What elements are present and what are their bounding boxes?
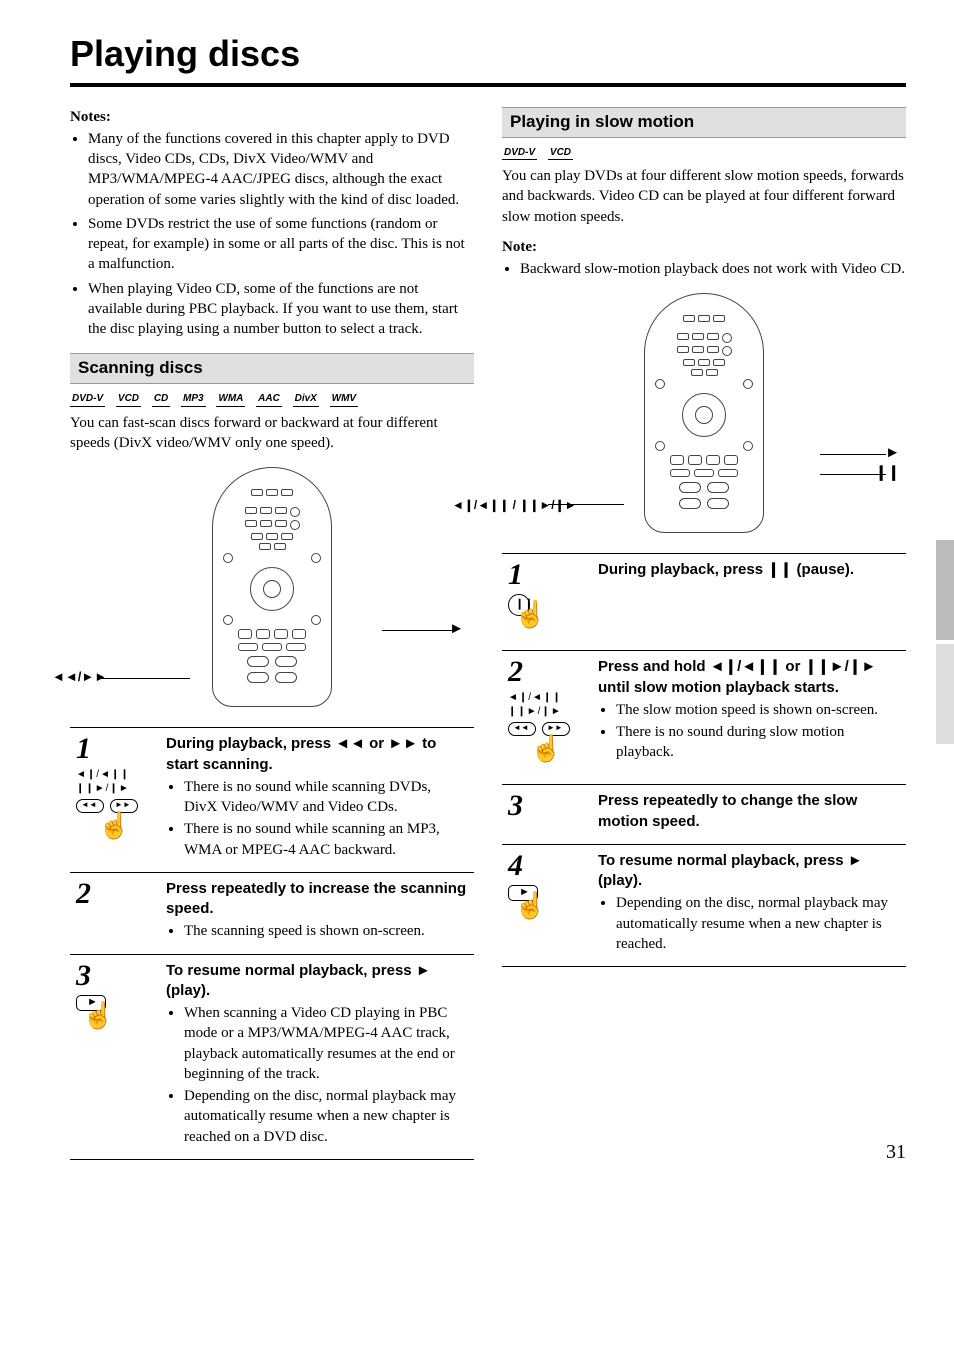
step-row: 2 ◄❙/◄❙❙ ❙❙►/❙► ☝ Press and hold ◄❙/◄❙❙ … <box>502 650 906 784</box>
play-button-icon: ► ☝ <box>76 995 122 1041</box>
format-badges: DVD-V VCD CD MP3 WMA AAC DivX WMV <box>70 392 474 407</box>
remote-callout-play: ► <box>449 619 464 639</box>
step-sym-label: ◄❙/◄❙❙ ❙❙►/❙► <box>76 768 166 795</box>
edge-tab <box>936 540 954 640</box>
step-number: 1 <box>508 560 598 590</box>
hand-press-icon: ☝ <box>92 805 138 851</box>
format-badge: DivX <box>293 392 319 407</box>
step-row: 4 ► ☝ To resume normal playback, press ►… <box>502 844 906 966</box>
slow-note-list: Backward slow-motion playback does not w… <box>502 259 906 279</box>
format-badge: CD <box>152 392 170 407</box>
remote-diagram: ◄◄/►► ► <box>70 467 474 707</box>
edge-tab <box>936 644 954 744</box>
step-lead: Press and hold ◄❙/◄❙❙ or ❙❙►/❙► until sl… <box>598 657 900 698</box>
hand-press-icon: ☝ <box>524 728 570 774</box>
play-button-icon: ► ☝ <box>508 885 554 931</box>
format-badge: MP3 <box>181 392 206 407</box>
right-column: Playing in slow motion DVD-V VCD You can… <box>502 107 906 1160</box>
format-badge: DVD-V <box>502 146 537 161</box>
page-edge-tabs <box>936 540 954 744</box>
note-item: When playing Video CD, some of the funct… <box>88 279 474 340</box>
step-number: 4 <box>508 851 598 881</box>
format-badge: DVD-V <box>70 392 105 407</box>
step-bullet: There is no sound while scanning DVDs, D… <box>184 777 468 818</box>
format-badges: DVD-V VCD <box>502 146 906 161</box>
step-sym-label: ◄❙/◄❙❙ ❙❙►/❙► <box>508 691 598 718</box>
step-bullet: The scanning speed is shown on-screen. <box>184 921 468 941</box>
slow-note-head: Note: <box>502 237 906 257</box>
format-badge: WMV <box>330 392 358 407</box>
step-row: 3 ► ☝ To resume normal playback, press ►… <box>70 954 474 1159</box>
notes-heading: Notes: <box>70 107 474 127</box>
format-badge: VCD <box>116 392 141 407</box>
slowmotion-heading: Playing in slow motion <box>502 107 906 138</box>
step-bullet: There is no sound during slow motion pla… <box>616 722 900 763</box>
scanning-steps: 1 ◄❙/◄❙❙ ❙❙►/❙► ☝ During playback, press… <box>70 727 474 1160</box>
step-row: 1 ◄❙/◄❙❙ ❙❙►/❙► ☝ During playback, press… <box>70 728 474 872</box>
step-number: 3 <box>76 961 166 991</box>
slow-note-item: Backward slow-motion playback does not w… <box>520 259 906 279</box>
step-lead: To resume normal playback, press ► (play… <box>598 851 900 892</box>
step-number: 3 <box>508 791 598 821</box>
left-column: Notes: Many of the functions covered in … <box>70 107 474 1160</box>
step-lead: Press repeatedly to increase the scannin… <box>166 879 468 920</box>
step-lead: To resume normal playback, press ► (play… <box>166 961 468 1002</box>
remote-icon <box>644 293 764 533</box>
remote-callout-play: ► <box>885 443 900 463</box>
step-row: 1 ❙❙ ☝ During playback, press ❙❙ (pause)… <box>502 554 906 650</box>
step-lead: During playback, press ◄◄ or ►► to start… <box>166 734 468 775</box>
step-number: 1 <box>76 734 166 764</box>
format-badge: WMA <box>216 392 245 407</box>
note-item: Many of the functions covered in this ch… <box>88 129 474 210</box>
format-badge: VCD <box>548 146 573 161</box>
step-row: 3 Press repeatedly to change the slow mo… <box>502 784 906 844</box>
scanning-heading: Scanning discs <box>70 353 474 384</box>
step-bullet: Depending on the disc, normal playback m… <box>184 1086 468 1147</box>
notes-list: Many of the functions covered in this ch… <box>70 129 474 340</box>
note-item: Some DVDs restrict the use of some funct… <box>88 214 474 275</box>
step-number: 2 <box>76 879 166 909</box>
step-bullet: The slow motion speed is shown on-screen… <box>616 700 900 720</box>
remote-icon <box>212 467 332 707</box>
format-badge: AAC <box>256 392 282 407</box>
step-number: 2 <box>508 657 598 687</box>
pause-button-icon: ❙❙ ☝ <box>508 594 554 640</box>
page-title: Playing discs <box>70 30 906 87</box>
remote-diagram: ◄❙/◄❙❙ / ❙❙►/❙► ► ❙❙ <box>502 293 906 533</box>
remote-callout-pause: ❙❙ <box>875 463 900 483</box>
step-bullet: When scanning a Video CD playing in PBC … <box>184 1003 468 1084</box>
step-bullet: There is no sound while scanning an MP3,… <box>184 819 468 860</box>
slow-steps: 1 ❙❙ ☝ During playback, press ❙❙ (pause)… <box>502 553 906 967</box>
page-number: 31 <box>886 1139 906 1166</box>
scanning-intro: You can fast-scan discs forward or backw… <box>70 413 474 454</box>
remote-callout-scan: ◄◄/►► <box>52 668 107 686</box>
slow-intro: You can play DVDs at four different slow… <box>502 166 906 227</box>
step-lead: Press repeatedly to change the slow moti… <box>598 791 900 832</box>
step-row: 2 Press repeatedly to increase the scann… <box>70 872 474 954</box>
step-bullet: Depending on the disc, normal playback m… <box>616 893 900 954</box>
step-lead: During playback, press ❙❙ (pause). <box>598 560 900 580</box>
